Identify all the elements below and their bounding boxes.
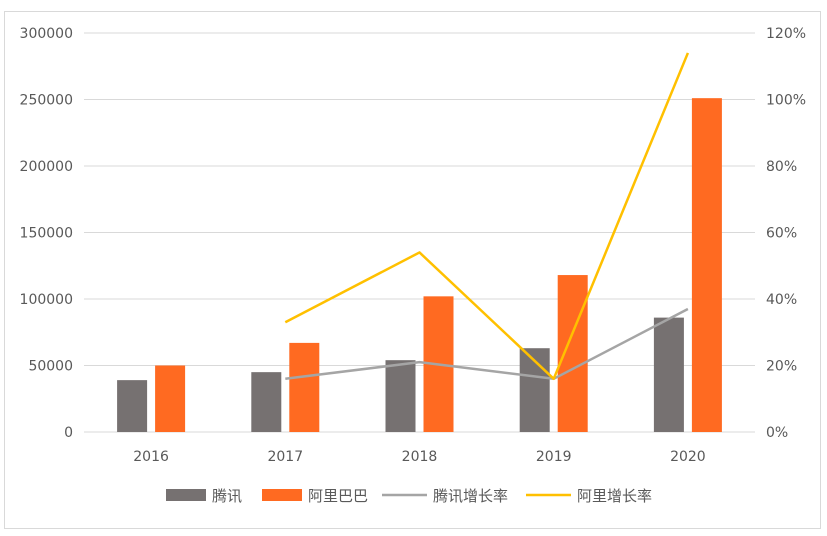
- y-right-tick-label: 80%: [766, 159, 797, 175]
- y-right-tick-label: 60%: [766, 226, 797, 242]
- bar: [117, 380, 148, 432]
- legend-label: 阿里增长率: [577, 487, 652, 505]
- series-line: [284, 52, 690, 381]
- legend-label: 阿里巴巴: [308, 487, 368, 505]
- legend: 腾讯 阿里巴巴 腾讯增长率 阿里增长率: [166, 487, 652, 505]
- y-left-tick-label: 250000: [20, 93, 73, 109]
- chart-frame: [4, 11, 821, 529]
- y-right-tick-label: 100%: [766, 93, 806, 109]
- y-left-tick-label: 300000: [20, 26, 73, 42]
- bar-series: [117, 98, 722, 433]
- x-tick-label: 2018: [402, 449, 438, 465]
- bar: [155, 365, 186, 432]
- bar: [557, 275, 588, 432]
- legend-label: 腾讯增长率: [433, 487, 508, 505]
- bar: [653, 317, 684, 432]
- bar: [385, 360, 416, 432]
- y-right-tick-label: 0%: [766, 425, 788, 441]
- axes: 0 0% 50000 20% 100000 40% 150000 60% 200000 80% 25…: [20, 26, 806, 465]
- x-tick-label: 2017: [267, 449, 303, 465]
- y-left-tick-label: 200000: [20, 159, 73, 175]
- y-left-tick-label: 150000: [20, 226, 73, 242]
- x-tick-label: 2019: [536, 449, 572, 465]
- legend-swatch: [166, 489, 206, 501]
- bar: [289, 342, 320, 432]
- y-right-tick-label: 120%: [766, 26, 806, 42]
- y-left-tick-label: 0: [64, 425, 73, 441]
- series-line: [285, 307, 689, 381]
- y-left-tick-label: 50000: [28, 359, 73, 375]
- legend-swatch: [262, 489, 302, 501]
- y-right-tick-label: 20%: [766, 359, 797, 375]
- line-series: [284, 52, 690, 381]
- x-tick-label: 2016: [133, 449, 169, 465]
- bar: [691, 98, 722, 433]
- y-right-tick-label: 40%: [766, 292, 797, 308]
- bar: [251, 372, 282, 432]
- x-tick-label: 2020: [670, 449, 706, 465]
- gridlines: [84, 32, 755, 433]
- legend-label: 腾讯: [212, 487, 242, 505]
- y-left-tick-label: 100000: [20, 292, 73, 308]
